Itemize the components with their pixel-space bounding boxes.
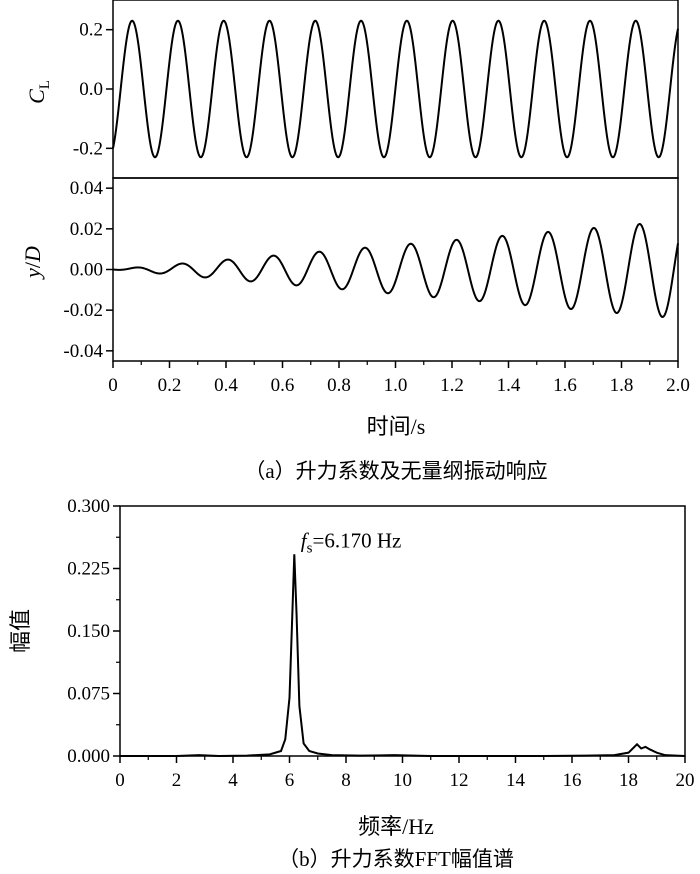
- frequency-x-tick-label: 6: [285, 770, 295, 791]
- displacement-panel: 0.04 0.02 0.00 -0.02 -0.040 0.2 0.4 0.6 0.8 1.0 1.…: [20, 177, 690, 483]
- displacement-y-tick-label: 0.04: [70, 178, 104, 199]
- time-x-tick-label: 0.6: [271, 375, 295, 396]
- peak-label-main: f: [301, 529, 310, 553]
- time-x-tick-label: 1.4: [497, 375, 521, 396]
- caption-a: （a）升力系数及无量纲振动响应: [244, 459, 547, 483]
- peak-frequency-annotation: fs=6.170 Hz: [301, 529, 402, 557]
- y-label-separator: /: [20, 261, 45, 268]
- displacement-y-tick-label: -0.04: [63, 341, 103, 362]
- frequency-x-tick-label: 12: [450, 770, 469, 791]
- frequency-x-tick-label: 0: [115, 770, 125, 791]
- time-x-tick-label: 1.8: [610, 375, 634, 396]
- displacement-y-tick-label: -0.02: [63, 300, 103, 321]
- fft-y-tick-label: 0.000: [67, 746, 110, 767]
- displacement-axis-ticks: 0.04 0.02 0.00 -0.02 -0.040 0.2 0.4 0.6 0.8 1.0 1.…: [63, 178, 689, 396]
- lift-coefficient-y-tick-label: 0.2: [79, 20, 103, 41]
- fft-amplitude-series: [120, 554, 686, 758]
- y-label-main: C: [24, 89, 49, 104]
- frequency-x-tick-label: 20: [676, 770, 695, 791]
- displacement-plot-frame: [112, 177, 679, 362]
- y-label-denominator: D: [20, 246, 45, 263]
- frequency-x-tick-label: 4: [228, 770, 238, 791]
- fft-y-axis-title: 幅值: [8, 609, 33, 653]
- time-x-tick-label: 1.6: [553, 375, 577, 396]
- displacement-series: [112, 223, 679, 318]
- time-x-tick-label: 2.0: [666, 375, 690, 396]
- fft-y-tick-label: 0.225: [67, 559, 110, 580]
- peak-label-value: =6.170 Hz: [312, 529, 401, 553]
- time-axis-title: 时间/s: [367, 414, 426, 439]
- lift-coefficient-y-tick-label: -0.2: [73, 138, 103, 159]
- lift-coefficient-y-tick-label: 0.0: [79, 79, 103, 100]
- y-label-main: y: [20, 268, 45, 280]
- peak-label-subscript: s: [307, 541, 313, 557]
- frequency-x-tick-label: 14: [506, 770, 526, 791]
- displacement-y-tick-label: 0.02: [70, 219, 103, 240]
- fft-y-tick-label: 0.150: [67, 621, 110, 642]
- fft-plot-frame: [119, 505, 686, 757]
- displacement-y-axis-label: y/D: [20, 246, 45, 280]
- caption-b: （b）升力系数FFT幅值谱: [278, 847, 514, 871]
- frequency-x-tick-label: 2: [172, 770, 182, 791]
- frequency-x-tick-label: 8: [341, 770, 351, 791]
- frequency-x-tick-label: 10: [393, 770, 412, 791]
- y-label-subscript: L: [37, 80, 53, 89]
- fft-y-tick-label: 0.075: [67, 684, 110, 705]
- frequency-x-tick-label: 16: [563, 770, 582, 791]
- fft-y-tick-label: 0.300: [67, 496, 110, 517]
- time-x-tick-label: 0.4: [214, 375, 238, 396]
- time-x-tick-label: 1.0: [384, 375, 408, 396]
- lift-coefficient-series: [112, 19, 679, 159]
- time-x-tick-label: 0.8: [327, 375, 351, 396]
- lift-coefficient-y-ticks: 0.2 0.0 -0.2: [73, 20, 113, 159]
- frequency-axis-title: 频率/Hz: [358, 814, 434, 839]
- frequency-x-tick-label: 18: [619, 770, 638, 791]
- lift-coefficient-panel: 0.2 0.0 -0.2 CL: [24, 0, 679, 179]
- time-x-tick-label: 0: [108, 375, 118, 396]
- displacement-y-tick-label: 0.00: [70, 260, 103, 281]
- lift-coefficient-y-axis-label: CL: [24, 80, 53, 104]
- time-x-tick-label: 0.2: [158, 375, 182, 396]
- time-x-tick-label: 1.2: [440, 375, 464, 396]
